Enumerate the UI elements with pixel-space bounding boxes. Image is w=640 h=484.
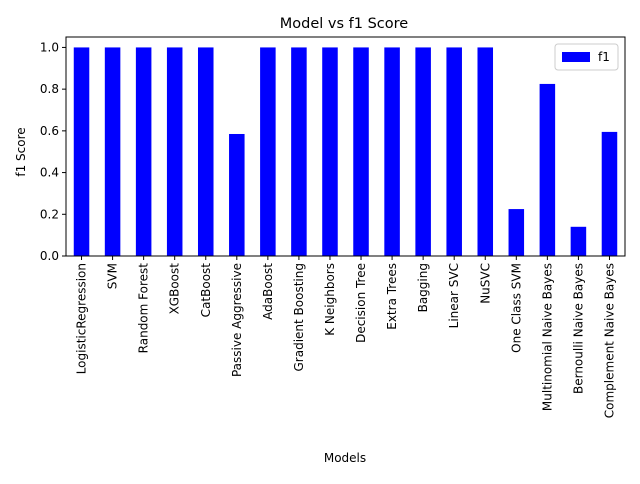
x-tick-label-1: SVM bbox=[106, 263, 120, 289]
bar-10 bbox=[384, 47, 400, 257]
x-tick-label-14: One Class SVM bbox=[509, 263, 523, 353]
x-tick-label-0: LogisticRegression bbox=[75, 263, 89, 374]
bar-14 bbox=[508, 209, 525, 256]
bar-9 bbox=[353, 47, 369, 257]
bar-0 bbox=[73, 47, 90, 257]
x-tick-label-2: Random Forest bbox=[137, 263, 151, 354]
x-tick-label-7: Gradient Boosting bbox=[292, 263, 306, 371]
x-tick-label-4: CatBoost bbox=[199, 263, 213, 318]
x-tick-label-5: Passive Aggressive bbox=[230, 263, 244, 377]
plot-frame bbox=[65, 36, 626, 257]
bar-3 bbox=[166, 47, 183, 257]
bar-2 bbox=[135, 47, 152, 257]
bar-8 bbox=[322, 47, 338, 257]
x-tick-label-15: Multinomial Naive Bayes bbox=[540, 263, 554, 411]
bar-7 bbox=[291, 47, 307, 257]
y-tick-label-0: 0.0 bbox=[40, 249, 59, 263]
bars-group bbox=[73, 47, 618, 257]
y-tick-label-4: 0.8 bbox=[40, 82, 59, 96]
legend-label: f1 bbox=[598, 50, 610, 64]
legend-swatch bbox=[562, 52, 590, 62]
bar-4 bbox=[197, 47, 214, 257]
bar-1 bbox=[104, 47, 121, 257]
x-tick-label-6: AdaBoost bbox=[261, 263, 275, 320]
x-axis-label: Models bbox=[324, 451, 366, 465]
ticks-group: LogisticRegression SVM Random Forest XGBoos… bbox=[40, 40, 617, 418]
x-tick-label-12: Linear SVC bbox=[447, 263, 461, 328]
y-tick-label-2: 0.4 bbox=[40, 166, 59, 180]
x-tick-label-16: Bernoulli Naive Bayes bbox=[571, 263, 585, 394]
y-tick-label-5: 1.0 bbox=[40, 40, 59, 54]
x-tick-label-3: XGBoost bbox=[168, 263, 182, 315]
y-axis-label: f1 Score bbox=[14, 127, 28, 176]
x-tick-label-10: Extra Trees bbox=[385, 263, 399, 330]
bar-15 bbox=[539, 83, 556, 257]
y-tick-label-3: 0.6 bbox=[40, 124, 59, 138]
bar-16 bbox=[570, 226, 587, 256]
y-tick-label-1: 0.2 bbox=[40, 207, 59, 221]
x-tick-label-13: NuSVC bbox=[478, 263, 492, 304]
bar-17 bbox=[601, 131, 618, 256]
x-tick-label-8: K Neighbors bbox=[323, 263, 337, 336]
bar-5 bbox=[229, 133, 245, 256]
bar-11 bbox=[415, 47, 431, 257]
legend: f1 bbox=[554, 43, 619, 71]
bar-13 bbox=[477, 47, 494, 257]
x-tick-label-17: Complement Naive Bayes bbox=[602, 263, 616, 418]
x-tick-label-9: Decision Tree bbox=[354, 263, 368, 343]
bar-12 bbox=[446, 47, 462, 257]
chart-title: Model vs f1 Score bbox=[280, 16, 409, 32]
bar-6 bbox=[260, 47, 276, 257]
x-tick-label-11: Bagging bbox=[416, 263, 430, 312]
